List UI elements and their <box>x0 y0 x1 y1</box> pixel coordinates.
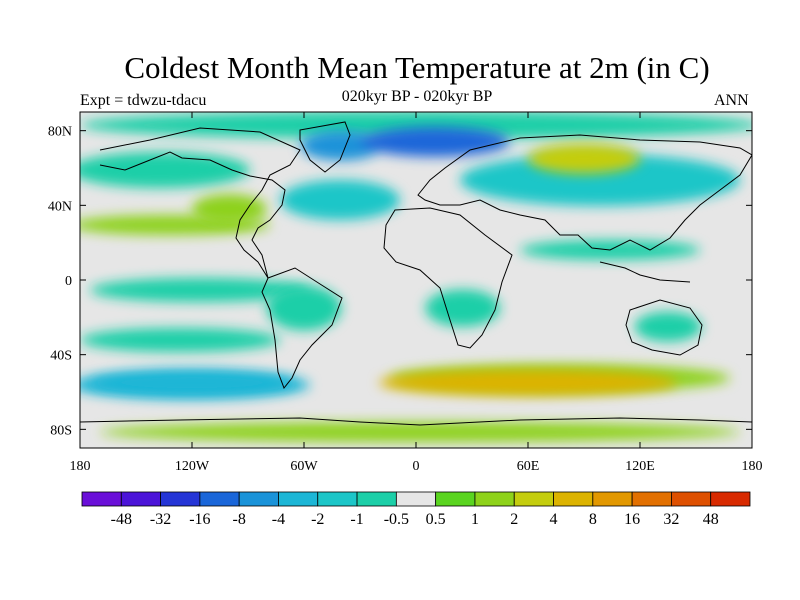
colorbar-label: -8 <box>233 511 246 528</box>
colorbar-label: -4 <box>272 511 285 528</box>
lon-tick-label: 60E <box>517 459 540 474</box>
season-label: ANN <box>714 92 749 109</box>
colorbar: -48 -32 -16 -8 -4 -2 -1 -0.5 0.5 1 2 4 8 16 32 48 <box>81 491 751 528</box>
antarctic-band <box>100 422 740 442</box>
period-label: 020kyr BP - 020kyr BP <box>341 88 493 105</box>
lon-tick-label: 60W <box>290 459 318 474</box>
colorbar-label: 48 <box>703 511 719 528</box>
colorbar-swatch <box>710 491 751 507</box>
experiment-label: Expt = tdwzu-tdacu <box>80 92 207 109</box>
colorbar-swatch <box>278 491 319 507</box>
map-axes: 180 120W 60W 0 60E 120E 180 80N 40N 0 40S 80S <box>48 112 763 474</box>
antarctica-coast <box>80 417 752 426</box>
colorbar-label: 4 <box>550 511 558 528</box>
colorbar-swatch <box>631 491 672 507</box>
indonesia-coast <box>599 261 691 283</box>
colorbar-swatch <box>199 491 240 507</box>
region-australia-cooling <box>634 311 702 342</box>
lon-tick-label: 180 <box>70 459 91 474</box>
region-arctic-cooling <box>360 126 510 157</box>
lon-tick-label: 120E <box>625 459 655 474</box>
colorbar-swatch <box>81 491 122 507</box>
lon-tick-label: 0 <box>413 459 420 474</box>
colorbar-label: 16 <box>624 511 640 528</box>
lat-tick-label: 40N <box>48 199 72 214</box>
colorbar-label: -16 <box>189 511 210 528</box>
colorbar-label: 8 <box>589 511 597 528</box>
eurasia-band <box>460 154 740 206</box>
colorbar-swatch <box>474 491 515 507</box>
colorbar-swatch <box>120 491 161 507</box>
colorbar-swatch <box>395 491 437 507</box>
region-north-atlantic-cooling <box>300 130 383 161</box>
south-pacific-band <box>80 328 280 352</box>
colorbar-label: 32 <box>663 511 679 528</box>
south-america-coast <box>261 267 343 389</box>
colorbar-label: -0.5 <box>384 511 409 528</box>
colorbar-swatch <box>553 491 594 507</box>
trop-pacific-band <box>90 278 310 302</box>
lat-tick-label: 80S <box>50 423 72 438</box>
colorbar-swatch <box>160 491 201 507</box>
australia-coast <box>625 299 703 356</box>
region-south-america-cooling <box>266 285 342 331</box>
lat-tick-label: 80N <box>48 125 72 140</box>
natlantic-band <box>280 180 400 220</box>
arctic-band <box>80 112 752 139</box>
coastlines <box>80 121 752 426</box>
colorbar-swatch <box>356 491 397 507</box>
colorbar-swatch <box>435 491 476 507</box>
map-area <box>80 112 752 448</box>
colorbar-label: 0.5 <box>426 511 446 528</box>
lat-tick-label: 40S <box>50 349 72 364</box>
lon-tick-label: 120W <box>175 459 210 474</box>
greenland-coast <box>299 121 351 173</box>
npacific-band <box>80 152 250 188</box>
colorbar-label: 2 <box>510 511 518 528</box>
map-title: Coldest Month Mean Temperature at 2m (in… <box>124 50 710 85</box>
colorbar-label: 1 <box>471 511 479 528</box>
colorbar-swatch <box>238 491 279 507</box>
colorbar-swatch <box>513 491 554 507</box>
colorbar-label: -2 <box>311 511 324 528</box>
lat-tick-label: 0 <box>65 274 72 289</box>
region-north-america-warming <box>192 194 267 224</box>
colorbar-label: -32 <box>150 511 171 528</box>
colorbar-swatch <box>671 491 712 507</box>
region-africa-cooling <box>425 289 500 327</box>
africa-coast <box>383 207 513 349</box>
lon-tick-label: 180 <box>742 459 763 474</box>
eurasia-coast <box>417 134 752 251</box>
colorbar-swatch <box>317 491 358 507</box>
colorbar-swatch <box>592 491 633 507</box>
region-siberia-warming <box>528 143 640 174</box>
colorbar-label: -48 <box>111 511 132 528</box>
region-southern-ocean-warming <box>378 369 678 396</box>
colorbar-label: -1 <box>350 511 363 528</box>
region-southern-ocean-cooling <box>89 371 295 394</box>
north-america-coast <box>99 127 301 279</box>
